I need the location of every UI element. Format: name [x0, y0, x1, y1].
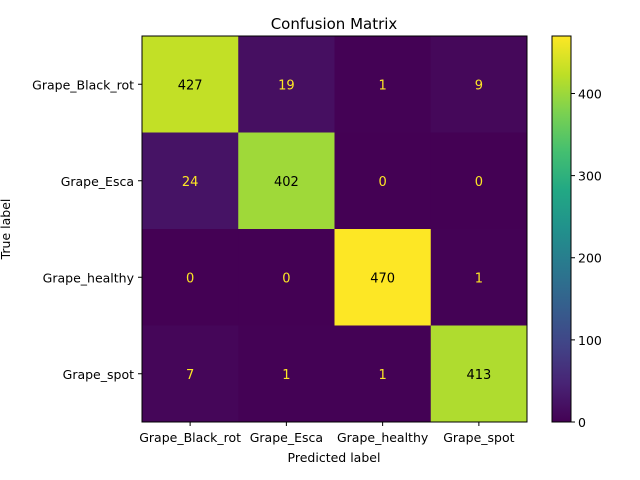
x-tick-label: Grape_spot [443, 430, 514, 445]
heatmap-cell [334, 229, 432, 326]
cell-value-label: 0 [186, 271, 194, 286]
y-tick-label: Grape_Black_rot [32, 77, 134, 92]
y-tick-label: Grape_spot [63, 367, 134, 382]
y-axis-ticks: Grape_Black_rot Grape_Esca Grape_healthy Gr… [32, 77, 142, 382]
plot-frame [141, 35, 528, 423]
x-tick-label: Grape_healthy [337, 430, 429, 445]
cell-value-label: 427 [178, 78, 203, 93]
colorbar-tick-label: 400 [578, 86, 602, 101]
colorbar-tick-label: 0 [578, 415, 586, 430]
heatmap-cell [142, 229, 239, 326]
x-tick-label: Grape_Black_rot [139, 430, 241, 445]
cell-value-label: 19 [278, 78, 295, 93]
cell-value-label: 1 [378, 368, 386, 383]
cell-value-label: 0 [475, 175, 483, 190]
cell-value-label: 1 [282, 368, 290, 383]
x-axis-label: Predicted label [288, 450, 381, 465]
cell-value-label: 413 [466, 368, 491, 383]
heatmap-cell [142, 132, 239, 230]
heatmap-cell [334, 132, 432, 230]
heatmap-cell [430, 132, 528, 230]
cell-value-label: 24 [182, 175, 199, 190]
cell-value-label: 1 [378, 78, 386, 93]
heatmap-cell [238, 229, 335, 326]
colorbar-tick-label: 100 [578, 333, 602, 348]
heatmap-cell [238, 132, 335, 230]
heatmap-cell [142, 36, 239, 133]
heatmap-cell [238, 325, 335, 423]
heatmap-cell [142, 325, 239, 423]
heatmap-cell [334, 325, 432, 423]
heatmap-cell [334, 36, 432, 133]
chart-title: Confusion Matrix [271, 15, 398, 33]
cell-value-label: 9 [475, 78, 483, 93]
x-tick-label: Grape_Esca [250, 430, 323, 445]
y-tick-label: Grape_healthy [43, 270, 135, 285]
cell-value-label: 402 [274, 175, 299, 190]
cell-value-label: 470 [370, 271, 395, 286]
x-axis-ticks: Grape_Black_rot Grape_Esca Grape_healthy Gr… [139, 422, 515, 445]
cell-value-label: 1 [475, 271, 483, 286]
cell-value-label: 0 [282, 271, 290, 286]
heatmap-cell [238, 36, 335, 133]
colorbar [551, 35, 572, 423]
heatmap-cell [430, 325, 528, 423]
heatmap-cell [430, 36, 528, 133]
cell-value-label: 0 [378, 175, 386, 190]
heatmap-cell [430, 229, 528, 326]
colorbar-ticks: 0 100 200 300 400 [571, 86, 602, 430]
y-tick-label: Grape_Esca [61, 174, 134, 189]
colorbar-tick-label: 300 [578, 169, 602, 184]
cell-value-label: 7 [186, 368, 194, 383]
heatmap-cells: 427 19 1 924 402 0 00 0 470 17 1 1 413 [142, 36, 528, 423]
colorbar-tick-label: 200 [578, 251, 602, 266]
y-axis-label: True label [0, 199, 13, 261]
